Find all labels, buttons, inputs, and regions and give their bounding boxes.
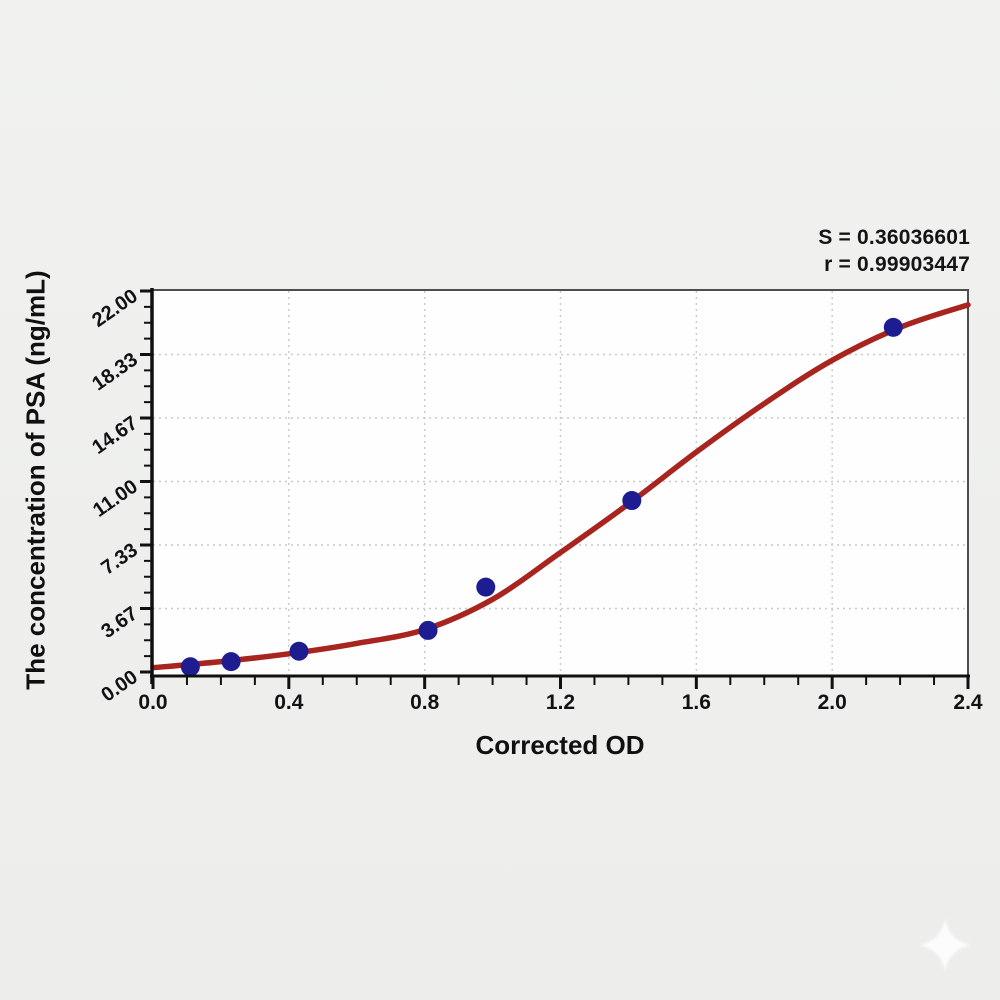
x-tick-labels: 0.0 0.4 0.8 1.2 1.6 2.0 2.4 [138,691,983,714]
y-tick-label: 7.33 [97,539,142,579]
x-tick-label: 0.4 [274,691,304,714]
grid-lines [153,291,967,675]
data-point [883,317,903,337]
plot-frame [152,289,969,684]
data-points [180,317,903,677]
y-tick-label: 0.00 [97,666,142,706]
sparkle-star-icon [919,919,971,971]
x-axis-ticks [151,677,970,689]
x-tick-label: 1.2 [546,691,575,714]
y-tick-label: 11.00 [89,476,142,522]
x-tick-label: 1.6 [682,691,711,714]
x-tick-label: 2.0 [818,691,847,714]
data-point [180,657,200,677]
x-tick-label: 0.0 [138,691,167,714]
fit-stat-r: r = 0.99903447 [824,253,970,276]
data-point [476,577,496,597]
y-tick-label: 18.33 [88,349,142,396]
x-tick-label: 0.8 [410,691,440,714]
y-tick-labels: 0.00 3.67 7.33 11.00 14.67 18.33 22.00 [88,285,142,706]
y-tick-label: 14.67 [88,412,142,459]
fit-statistics: S = 0.36036601 r = 0.99903447 [818,224,970,278]
data-point [289,641,309,661]
x-tick-label: 2.4 [953,691,983,714]
data-point [221,652,241,672]
fitted-curve [150,302,971,671]
data-point [418,620,438,640]
y-axis-ticks [140,289,152,674]
data-point [622,491,642,511]
y-tick-label: 3.67 [97,603,142,643]
y-tick-label: 22.00 [88,285,142,332]
fit-stat-s: S = 0.36036601 [818,226,970,249]
x-axis-title: Corrected OD [475,730,645,760]
